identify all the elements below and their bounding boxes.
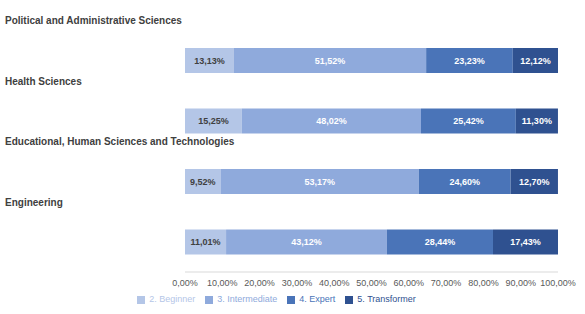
svg-text:43,12%: 43,12% — [291, 237, 322, 247]
svg-text:90,00%: 90,00% — [505, 278, 536, 288]
svg-text:50,00%: 50,00% — [356, 278, 387, 288]
svg-text:12,70%: 12,70% — [519, 177, 550, 187]
html-text:5. Transformer: 5. Transformer — [357, 294, 416, 304]
svg-text:53,17%: 53,17% — [304, 177, 335, 187]
svg-text:23,23%: 23,23% — [454, 56, 485, 66]
svg-text:Health Sciences: Health Sciences — [8, 76, 82, 87]
svg-text:60,00%: 60,00% — [394, 278, 425, 288]
svg-text:Engineering: Engineering — [8, 197, 63, 208]
svg-text:48,02%: 48,02% — [316, 116, 347, 126]
svg-text:30,00%: 30,00% — [282, 278, 313, 288]
html-text:4. Expert: 4. Expert — [299, 294, 336, 304]
html-text:3. Intermediate: 3. Intermediate — [217, 294, 278, 304]
svg-text:70,00%: 70,00% — [431, 278, 462, 288]
svg-text:17,43%: 17,43% — [510, 237, 541, 247]
svg-text:11,01%: 11,01% — [191, 237, 221, 247]
svg-text:11,30%: 11,30% — [522, 116, 552, 126]
svg-text:15,25%: 15,25% — [198, 116, 229, 126]
svg-text:100,00%: 100,00% — [540, 278, 576, 288]
html-text:2. Beginner: 2. Beginner — [149, 294, 196, 304]
svg-text:9,52%: 9,52% — [190, 177, 216, 187]
svg-text:Educational, Human Sciences an: Educational, Human Sciences and Technolo… — [8, 136, 235, 147]
svg-text:Political and Administrative S: Political and Administrative Sciences — [8, 15, 182, 26]
svg-text:12,12%: 12,12% — [520, 56, 551, 66]
svg-text:0,00%: 0,00% — [172, 278, 198, 288]
svg-text:13,13%: 13,13% — [194, 56, 225, 66]
svg-text:20,00%: 20,00% — [244, 278, 275, 288]
svg-text:24,60%: 24,60% — [449, 177, 480, 187]
svg-text:51,52%: 51,52% — [315, 56, 346, 66]
svg-text:40,00%: 40,00% — [319, 278, 350, 288]
svg-text:80,00%: 80,00% — [468, 278, 499, 288]
svg-text:10,00%: 10,00% — [207, 278, 238, 288]
svg-text:28,44%: 28,44% — [425, 237, 456, 247]
svg-text:25,42%: 25,42% — [453, 116, 484, 126]
